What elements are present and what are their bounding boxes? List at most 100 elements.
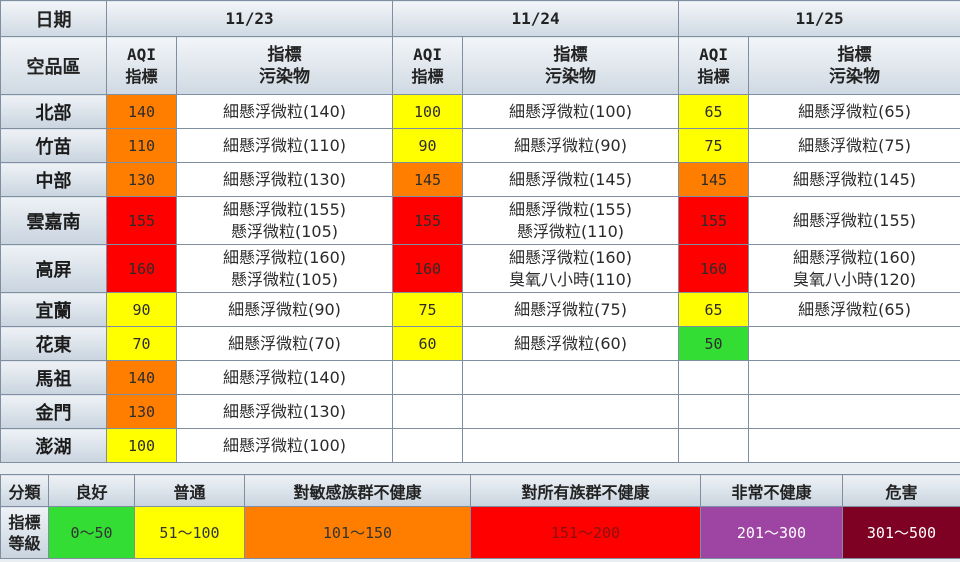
pollutant-text: 細懸浮微粒(90) xyxy=(514,135,627,155)
aqi-value: 145 xyxy=(392,162,464,197)
pollutant-text: 細懸浮微粒(70) xyxy=(228,333,341,353)
aqi-value: 70 xyxy=(106,326,177,361)
pollutant-cell: 細懸浮微粒(130) xyxy=(175,162,394,197)
aqi-legend: 分類 良好 普通 對敏感族群不健康 對所有族群不健康 非常不健康 危害 指標 等級 0〜5… xyxy=(0,474,960,559)
pollutant-cell xyxy=(462,360,680,395)
region-row: 宜蘭 90 細懸浮微粒(90) 75 細懸浮微粒(75) 65 細懸浮微粒(65) xyxy=(0,292,960,327)
pollutant-text: 細懸浮微粒(145) xyxy=(793,169,917,189)
region-name: 花東 xyxy=(0,326,107,361)
pollutant-text: 細懸浮微粒(130) xyxy=(222,169,347,189)
region-row: 竹苗 110 細懸浮微粒(110) 90 細懸浮微粒(90) 75 細懸浮微粒(75) xyxy=(0,128,960,163)
legend-category-name: 非常不健康 xyxy=(700,474,843,507)
aqi-header-line2: 指標 xyxy=(125,66,158,86)
aqi-value: 160 xyxy=(106,244,177,293)
legend-range: 201〜300 xyxy=(700,506,843,559)
aqi-value: 100 xyxy=(106,428,177,463)
aqi-value: 60 xyxy=(392,326,464,361)
region-header: 空品區 xyxy=(0,36,107,95)
pollutant-cell: 細懸浮微粒(160) 懸浮微粒(105) xyxy=(175,244,394,293)
date-11-25: 11/25 xyxy=(678,0,960,37)
pollutant-header: 指標 污染物 xyxy=(748,36,960,95)
aqi-value: 65 xyxy=(678,94,750,129)
pollutant-cell: 細懸浮微粒(130) xyxy=(175,394,394,429)
pollutant-cell xyxy=(748,394,960,429)
aqi-value: 140 xyxy=(106,94,177,129)
aqi-value: 100 xyxy=(392,94,464,129)
legend-index-line2: 等級 xyxy=(8,533,41,553)
aqi-value xyxy=(392,428,464,463)
legend-category-name: 普通 xyxy=(134,474,245,507)
region-name: 高屏 xyxy=(0,244,107,293)
pollutant-cell: 細懸浮微粒(100) xyxy=(462,94,680,129)
pollutant-header-line1: 指標 xyxy=(837,44,872,65)
pollutant-cell: 細懸浮微粒(160) 臭氧八小時(110) xyxy=(462,244,680,293)
aqi-value: 155 xyxy=(678,196,750,245)
region-row: 馬祖 140 細懸浮微粒(140) xyxy=(0,360,960,395)
pollutant-cell: 細懸浮微粒(140) xyxy=(175,94,394,129)
legend-category-name: 危害 xyxy=(842,474,960,507)
pollutant-header-line2: 污染物 xyxy=(259,66,310,87)
aqi-value: 90 xyxy=(106,292,177,327)
legend-range: 0〜50 xyxy=(48,506,135,559)
pollutant-text: 細懸浮微粒(75) xyxy=(798,135,911,155)
aqi-value: 160 xyxy=(678,244,750,293)
pollutant-cell: 細懸浮微粒(155) 懸浮微粒(110) xyxy=(462,196,680,245)
pollutant-header: 指標 污染物 xyxy=(462,36,680,95)
legend-category-name: 對所有族群不健康 xyxy=(470,474,701,507)
pollutant-cell: 細懸浮微粒(160) 臭氧八小時(120) xyxy=(748,244,960,293)
pollutant-text: 細懸浮微粒(155) xyxy=(222,199,347,219)
pollutant-cell xyxy=(462,428,680,463)
date-11-24: 11/24 xyxy=(392,0,680,37)
pollutant-text: 細懸浮微粒(160) xyxy=(222,247,347,267)
pollutant-text: 細懸浮微粒(65) xyxy=(798,299,911,319)
aqi-value: 90 xyxy=(392,128,464,163)
pollutant-text: 細懸浮微粒(65) xyxy=(798,101,911,121)
pollutant-text: 細懸浮微粒(100) xyxy=(509,101,633,121)
aqi-value xyxy=(678,428,750,463)
aqi-header: AQI 指標 xyxy=(106,36,177,95)
region-name: 北部 xyxy=(0,94,107,129)
aqi-header: AQI 指標 xyxy=(678,36,750,95)
aqi-value: 65 xyxy=(678,292,750,327)
date-11-23: 11/23 xyxy=(105,0,394,37)
pollutant-cell: 細懸浮微粒(70) xyxy=(175,326,394,361)
aqi-header-line1: AQI xyxy=(413,44,442,64)
legend-category-label: 分類 xyxy=(0,474,49,507)
pollutant-text: 細懸浮微粒(155) xyxy=(509,199,633,219)
region-name: 馬祖 xyxy=(0,360,107,395)
pollutant-cell xyxy=(748,360,960,395)
date-header: 日期 xyxy=(0,0,107,37)
pollutant-header-line2: 污染物 xyxy=(545,66,597,87)
pollutant-cell: 細懸浮微粒(90) xyxy=(175,292,394,327)
aqi-header-line2: 指標 xyxy=(411,66,444,86)
pollutant-cell: 細懸浮微粒(60) xyxy=(462,326,680,361)
pollutant-text: 細懸浮微粒(140) xyxy=(222,101,347,121)
region-name: 竹苗 xyxy=(0,128,107,163)
aqi-value: 155 xyxy=(106,196,177,245)
region-row: 澎湖 100 細懸浮微粒(100) xyxy=(0,428,960,463)
pollutant-cell: 細懸浮微粒(155) 懸浮微粒(105) xyxy=(175,196,394,245)
legend-range: 51〜100 xyxy=(134,506,245,559)
aqi-value: 75 xyxy=(678,128,750,163)
pollutant-text: 懸浮微粒(105) xyxy=(230,269,339,289)
pollutant-text: 臭氧八小時(120) xyxy=(793,269,917,289)
pollutant-text: 懸浮微粒(105) xyxy=(230,221,339,241)
aqi-value: 110 xyxy=(106,128,177,163)
legend-range: 301〜500 xyxy=(842,506,960,559)
pollutant-cell: 細懸浮微粒(65) xyxy=(748,94,960,129)
aqi-value xyxy=(392,394,464,429)
pollutant-cell: 細懸浮微粒(100) xyxy=(175,428,394,463)
pollutant-text: 細懸浮微粒(75) xyxy=(514,299,627,319)
pollutant-cell xyxy=(748,428,960,463)
aqi-value xyxy=(678,394,750,429)
aqi-value: 140 xyxy=(106,360,177,395)
pollutant-cell: 細懸浮微粒(140) xyxy=(175,360,394,395)
pollutant-text: 細懸浮微粒(140) xyxy=(222,367,347,387)
pollutant-cell xyxy=(462,394,680,429)
pollutant-text: 細懸浮微粒(130) xyxy=(222,401,347,421)
aqi-value: 75 xyxy=(392,292,464,327)
pollutant-text: 細懸浮微粒(100) xyxy=(222,435,347,455)
region-row: 花東 70 細懸浮微粒(70) 60 細懸浮微粒(60) 50 xyxy=(0,326,960,361)
region-row: 高屏 160 細懸浮微粒(160) 懸浮微粒(105) 160 細懸浮微粒(160) 臭氧八… xyxy=(0,244,960,293)
pollutant-text: 細懸浮微粒(60) xyxy=(514,333,627,353)
